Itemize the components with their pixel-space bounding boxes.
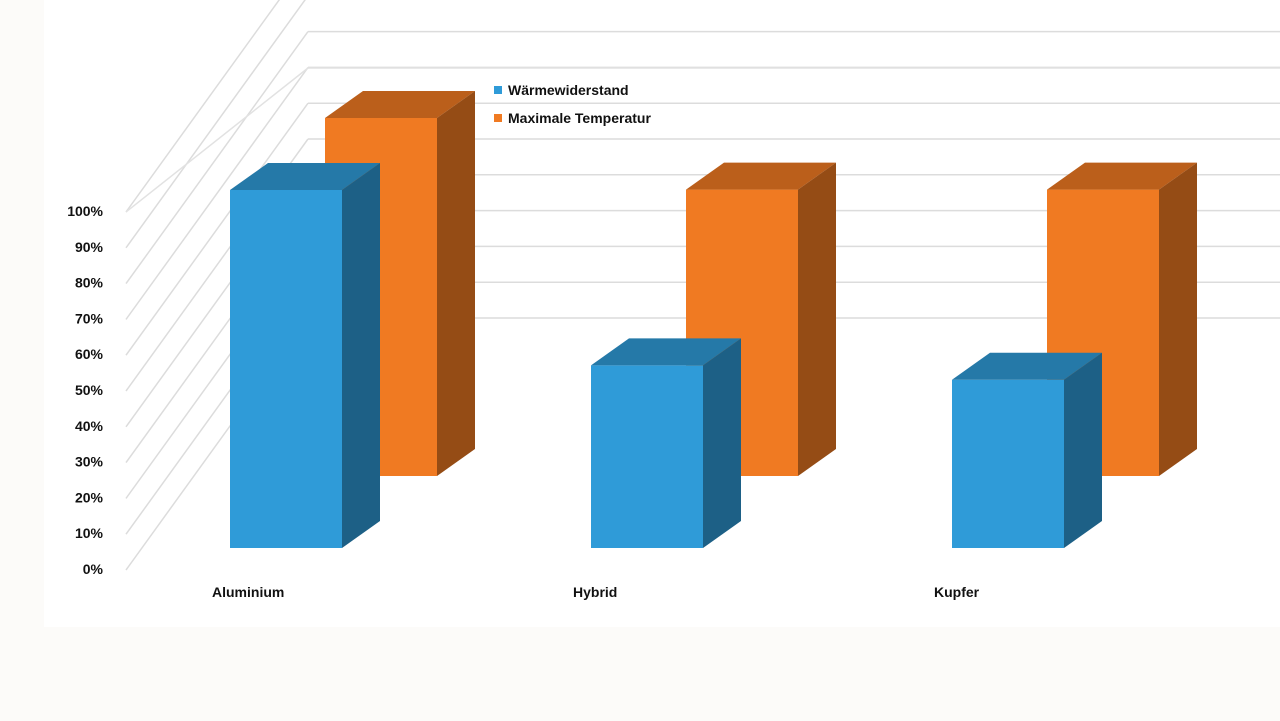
grid-line-side (125, 0, 306, 249)
x-tick-label-hybrid: Hybrid (573, 584, 617, 600)
bar-warmewiderstand-aluminium (230, 163, 380, 548)
y-tick-label: 30% (75, 454, 104, 470)
y-tick-label: 100% (67, 203, 103, 219)
y-tick-label: 20% (75, 489, 104, 505)
bar-warmewiderstand-hybrid-top-face (591, 338, 741, 366)
y-tick-label: 70% (75, 310, 104, 326)
x-tick-label-aluminium: Aluminium (212, 584, 284, 600)
y-tick-label: 60% (75, 346, 104, 362)
legend-label-warmewiderstand: Wärmewiderstand (508, 82, 629, 98)
legend: Wärmewiderstand Maximale Temperatur (494, 82, 651, 126)
grid-line-side (125, 31, 309, 285)
bar-warmewiderstand-kupfer-side-face (1064, 352, 1102, 548)
y-tick-label: 10% (75, 525, 104, 541)
bar-warmewiderstand-kupfer-front-face (952, 379, 1064, 548)
legend-swatch-warmewiderstand (494, 86, 502, 94)
front-series-layer (230, 163, 1102, 548)
bar-warmewiderstand-hybrid-side-face (703, 338, 741, 548)
bar-maximale-temperatur-aluminium-top-face (325, 91, 475, 118)
x-tick-label-kupfer: Kupfer (934, 584, 980, 600)
grid-line-side (125, 102, 309, 356)
bar-maximale-temperatur-kupfer (1047, 162, 1197, 476)
grid-line-top-side (125, 67, 309, 213)
back-series-layer (325, 91, 1197, 476)
y-tick-label: 40% (75, 418, 104, 434)
bar-maximale-temperatur-aluminium-side-face (437, 91, 475, 476)
legend-label-maximale-temperatur: Maximale Temperatur (508, 110, 651, 126)
grid-line-side (125, 0, 281, 213)
bar-maximale-temperatur-hybrid-side-face (798, 162, 836, 476)
y-tick-label: 90% (75, 239, 104, 255)
y-tick-label: 0% (83, 561, 104, 577)
legend-swatch-maximale-temperatur (494, 114, 502, 122)
bar-warmewiderstand-aluminium-side-face (342, 163, 380, 548)
label-layer: 0% 10% 20% 30% 40% 50% 60% 70% 80% 90% 100% Alumini… (67, 203, 979, 600)
y-tick-label: 50% (75, 382, 104, 398)
bar-maximale-temperatur-kupfer-top-face (1047, 162, 1197, 190)
bar-warmewiderstand-kupfer-top-face (952, 352, 1102, 380)
grid-line-side (125, 66, 309, 320)
bar-warmewiderstand-kupfer (952, 352, 1102, 548)
bar-warmewiderstand-aluminium-front-face (230, 190, 342, 548)
y-tick-label: 80% (75, 275, 104, 291)
bar-warmewiderstand-hybrid (591, 338, 741, 548)
bar-maximale-temperatur-kupfer-side-face (1159, 162, 1197, 476)
bar-warmewiderstand-hybrid-front-face (591, 365, 703, 548)
bar-warmewiderstand-aluminium-top-face (230, 163, 380, 190)
bar-maximale-temperatur-hybrid-top-face (686, 162, 836, 190)
